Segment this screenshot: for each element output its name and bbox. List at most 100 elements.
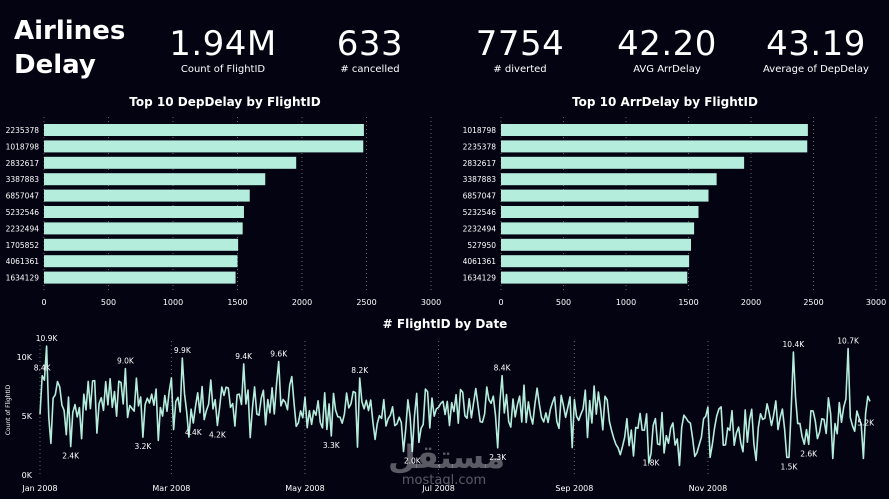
bar [44,189,250,202]
y-category-label: 2235378 [6,126,40,135]
watermark: مستقل mostaql.com [388,438,506,488]
y-category-label: 1018798 [463,126,497,135]
bar [501,206,699,218]
y-category-label: 2232494 [6,224,40,233]
y-category-label: 2235378 [463,142,497,151]
x-tick-label: May 2008 [285,484,324,493]
kpi-label: Count of FlightID [180,64,266,75]
data-label: 3.2K [134,442,152,451]
y-tick-label: 10K [17,353,33,362]
series-line [39,345,871,467]
watermark-arabic: مستقل [388,438,506,476]
bar [44,206,244,218]
kpi-label: # cancelled [340,64,400,75]
bar [44,140,364,153]
y-tick-label: 5K [22,412,33,421]
bar [501,189,709,202]
y-tick-label: 0K [22,471,33,480]
x-tick-label: 1000 [616,298,636,307]
bar [44,238,239,251]
dep-delay-bar-chart[interactable]: 0 500 1000 1500 2000 2500 3000 2235378 1018798 28… [0,115,444,315]
bar [44,222,243,235]
y-category-label: 2832617 [463,159,497,168]
y-category-label: 2832617 [6,159,40,168]
y-category-label: 4061361 [6,257,40,266]
data-label: 1.8K [643,459,661,468]
bar [44,255,238,268]
data-label: 8.2K [351,366,369,375]
title-line-2: Delay [14,50,96,80]
x-tick-label: Jan 2008 [21,484,57,493]
kpi-avg-arrdelay[interactable]: 42.20 AVG ArrDelay [607,24,727,76]
flights-by-date-line-chart[interactable]: 0K 5K 10K Count of FlightID Jan 2008 Mar 2008… [0,335,889,499]
bar [501,255,690,268]
y-axis-label: Count of FlightID [5,384,12,435]
bar [44,124,364,136]
bar [501,271,688,284]
kpi-cancelled[interactable]: 633 # cancelled [310,24,430,76]
data-label: 10.4K [783,340,806,349]
data-label: 10.7K [837,337,860,346]
dashboard-title: Airlines Delay [14,14,125,82]
data-label: 5.2K [857,419,875,428]
kpi-count-flightid[interactable]: 1.94M Count of FlightID [163,24,283,76]
data-label: 2.4K [62,452,80,461]
dep-chart-title: Top 10 DepDelay by FlightID [129,95,321,109]
bar [501,124,808,136]
y-category-label: 3387883 [463,175,497,184]
data-label: 10.9K [36,335,59,343]
y-category-label: 4061361 [463,257,497,266]
kpi-label: # diverted [493,64,547,75]
x-tick-label: Jul 2008 [421,484,455,493]
bar [501,140,808,153]
x-tick-label: 3000 [421,298,441,307]
arr-chart-title: Top 10 ArrDelay by FlightID [572,95,758,109]
y-category-label: 6857047 [463,192,497,201]
y-category-label: 1705852 [6,241,40,250]
kpi-value: 7754 [475,24,565,64]
y-category-label: 527950 [467,241,496,250]
y-category-label: 1634129 [6,274,40,283]
x-tick-label: Sep 2008 [555,484,593,493]
y-category-label: 5232546 [463,208,497,217]
data-label: 8.4K [494,364,512,373]
data-label: 2.3K [489,453,507,462]
bar [501,156,745,169]
bar [44,271,236,284]
x-tick-label: 1500 [678,298,698,307]
data-label: 4.4K [185,428,203,437]
data-label: 9.0K [117,357,135,366]
y-category-label: 2232494 [463,224,497,233]
data-label: 2.6K [800,449,818,458]
bar [501,238,691,251]
kpi-label: Average of DepDelay [763,64,869,75]
x-tick-label: 500 [556,298,571,307]
bar [501,222,695,235]
y-category-label: 1634129 [463,274,497,283]
arr-delay-bar-chart[interactable]: 0 500 1000 1500 2000 2500 3000 1018798 2235378 28… [444,115,889,315]
kpi-diverted[interactable]: 7754 # diverted [460,24,580,76]
x-tick-label: 500 [101,298,116,307]
y-category-label: 3387883 [6,175,40,184]
x-tick-label: Mar 2008 [152,484,190,493]
x-tick-label: 2500 [803,298,823,307]
x-tick-label: 0 [41,298,46,307]
x-tick-label: 3000 [866,298,886,307]
y-category-label: 6857047 [6,192,40,201]
bar [44,156,297,169]
data-label: 8.4K [34,364,52,373]
kpi-avg-depdelay[interactable]: 43.19 Average of DepDelay [756,24,876,76]
line-chart-title: # FlightID by Date [382,317,508,331]
data-label: 9.4K [235,352,253,361]
watermark-latin: mostaql.com [401,473,487,488]
kpi-value: 633 [336,24,404,64]
data-label: 2.0K [404,456,422,465]
x-tick-label: 2000 [292,298,312,307]
title-line-1: Airlines [14,16,126,46]
kpi-value: 1.94M [169,24,277,64]
y-category-label: 5232546 [6,208,40,217]
x-tick-label: Nov 2008 [689,484,728,493]
x-tick-label: 0 [498,298,503,307]
data-label: 4.2K [209,430,227,439]
bar [44,173,266,186]
